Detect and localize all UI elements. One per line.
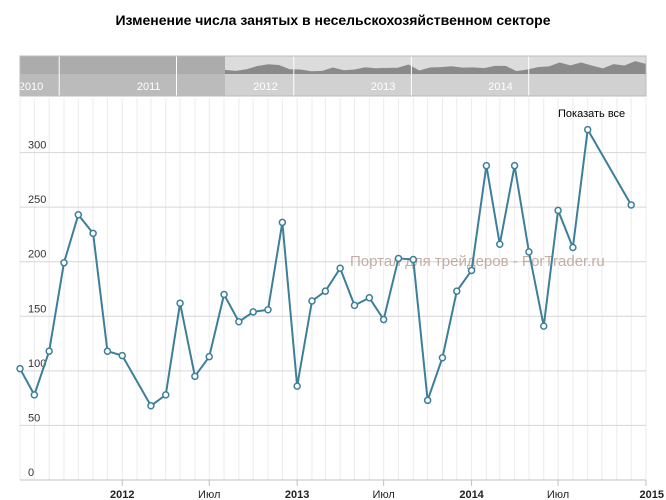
data-point[interactable] <box>482 161 491 170</box>
data-point[interactable] <box>74 211 83 219</box>
data-point[interactable] <box>394 254 403 263</box>
data-point[interactable] <box>467 266 476 275</box>
data-point[interactable] <box>539 322 548 330</box>
data-point[interactable] <box>60 259 68 267</box>
data-point[interactable] <box>45 347 53 355</box>
data-point[interactable] <box>496 240 504 249</box>
data-point[interactable] <box>583 125 592 134</box>
range-navigator[interactable]: 2010 2011 2012 2013 2014 <box>19 55 647 97</box>
data-series[interactable] <box>16 125 635 410</box>
navigator-area-series <box>225 61 646 74</box>
navigator-year-label: 2011 <box>137 81 161 93</box>
data-point[interactable] <box>249 308 257 316</box>
data-point[interactable] <box>554 206 562 215</box>
y-tick-label: 200 <box>28 249 46 261</box>
y-tick-label: 0 <box>28 467 34 479</box>
grid-lines <box>19 98 647 481</box>
data-point[interactable] <box>147 402 155 410</box>
data-point[interactable] <box>627 201 635 209</box>
y-tick-label: 150 <box>28 303 46 315</box>
y-axis-ticks: 0 50 100 150 200 250 300 <box>28 140 46 479</box>
x-tick-label: 2014 <box>459 489 484 500</box>
data-point[interactable] <box>235 317 243 326</box>
y-tick-label: 250 <box>28 194 46 206</box>
data-point[interactable] <box>569 243 577 252</box>
data-point[interactable] <box>321 287 330 295</box>
show-all-button[interactable]: Показать все <box>558 108 625 120</box>
data-point[interactable] <box>510 161 519 170</box>
data-point[interactable] <box>453 287 461 295</box>
data-point[interactable] <box>118 351 127 360</box>
navigator-year-label: 2010 <box>19 81 43 93</box>
data-point[interactable] <box>365 293 374 302</box>
data-point[interactable] <box>103 347 112 355</box>
x-tick-label: Июл <box>198 489 220 500</box>
watermark-text: Портал для трейдеров - ForTrader.ru <box>350 253 605 270</box>
data-point[interactable] <box>525 248 533 256</box>
data-point[interactable] <box>278 218 287 227</box>
navigator-label-band <box>20 74 646 96</box>
data-point[interactable] <box>438 354 447 362</box>
y-tick-label: 100 <box>28 358 46 370</box>
data-point[interactable] <box>161 391 170 399</box>
data-point[interactable] <box>16 364 24 373</box>
chart-title: Изменение числа занятых в несельскохозяй… <box>115 12 551 28</box>
data-point[interactable] <box>205 352 213 361</box>
data-point[interactable] <box>191 372 199 381</box>
x-tick-label: 2012 <box>110 489 134 500</box>
navigator-year-label: 2014 <box>488 81 512 93</box>
x-tick-label: Июл <box>547 489 569 500</box>
data-point[interactable] <box>220 290 228 299</box>
x-axis: 2012 Июл 2013 Июл 2014 Июл 2015 <box>20 479 664 500</box>
data-point[interactable] <box>89 229 97 238</box>
x-tick-label: 2013 <box>285 489 309 500</box>
data-point[interactable] <box>350 301 359 310</box>
data-point[interactable] <box>308 297 316 305</box>
data-point[interactable] <box>423 396 432 405</box>
x-tick-label: Июл <box>372 489 394 500</box>
y-tick-label: 300 <box>28 140 46 152</box>
navigator-year-label: 2013 <box>371 81 395 93</box>
data-point[interactable] <box>176 299 184 307</box>
x-tick-label: 2015 <box>640 489 664 500</box>
navigator-frame <box>19 55 647 97</box>
data-point[interactable] <box>379 315 388 324</box>
data-point[interactable] <box>30 391 39 399</box>
data-point[interactable] <box>264 305 272 314</box>
data-point[interactable] <box>409 255 418 264</box>
navigator-labels: 2010 2011 2012 2013 2014 <box>19 56 530 96</box>
navigator-year-label: 2012 <box>253 81 277 93</box>
y-tick-label: 50 <box>28 412 40 424</box>
series-line <box>19 128 633 407</box>
data-point[interactable] <box>293 382 301 390</box>
data-point[interactable] <box>336 264 344 273</box>
